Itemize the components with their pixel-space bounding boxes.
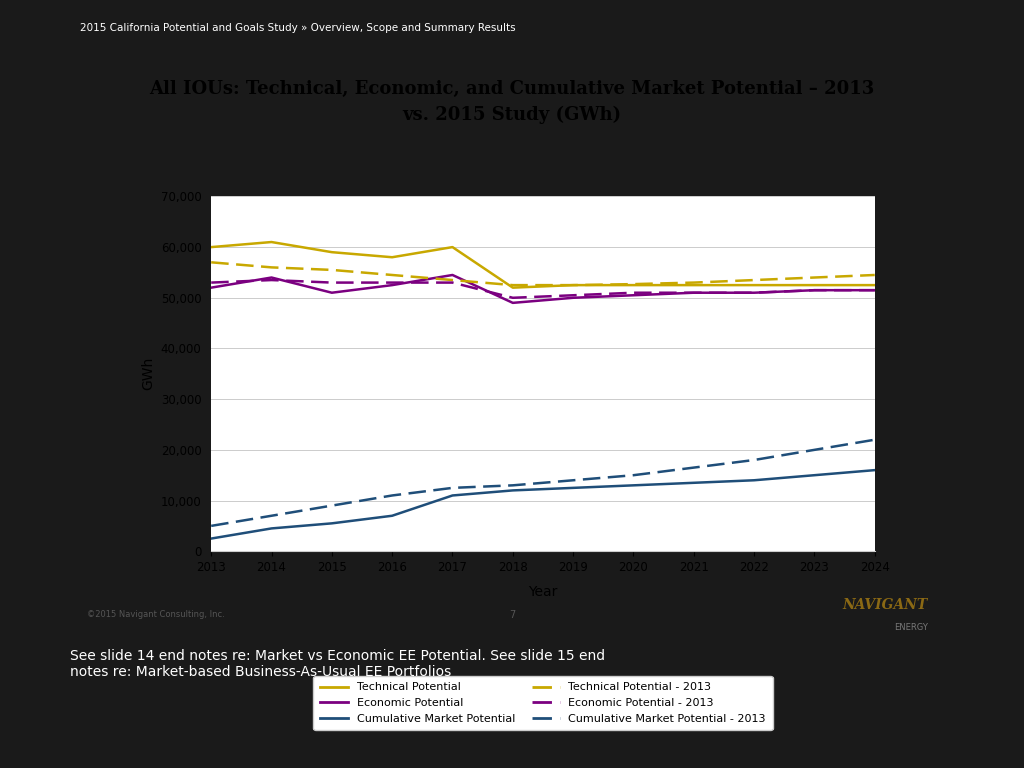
Legend: Technical Potential, Economic Potential, Cumulative Market Potential, Technical : Technical Potential, Economic Potential,… [313,676,772,730]
Y-axis label: GWh: GWh [141,357,156,390]
Text: See slide 14 end notes re: Market vs Economic EE Potential. See slide 15 end
not: See slide 14 end notes re: Market vs Eco… [70,649,605,679]
Text: ©2015 Navigant Consulting, Inc.: ©2015 Navigant Consulting, Inc. [87,610,225,619]
Text: ENERGY: ENERGY [894,624,928,632]
Text: All IOUs: Technical, Economic, and Cumulative Market Potential – 2013
vs. 2015 S: All IOUs: Technical, Economic, and Cumul… [150,81,874,124]
Text: 2015 California Potential and Goals Study » Overview, Scope and Summary Results: 2015 California Potential and Goals Stud… [80,22,516,33]
Text: 7: 7 [509,610,515,620]
X-axis label: Year: Year [528,585,558,599]
Text: NAVIGANT: NAVIGANT [843,598,928,612]
